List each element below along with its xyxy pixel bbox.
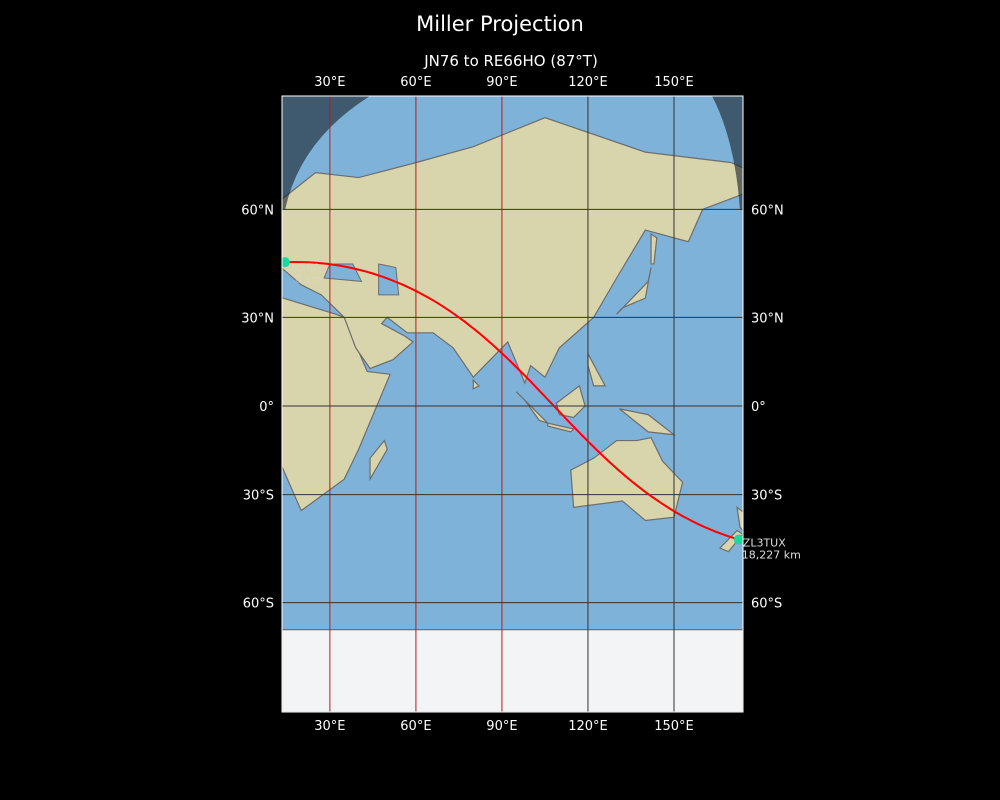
- lat-tick-label: 30°S: [751, 489, 782, 504]
- lat-tick-label: 60°N: [241, 203, 274, 218]
- lon-tick-label: 60°E: [400, 75, 431, 90]
- lat-tick-label: 60°N: [751, 203, 784, 218]
- start-marker[interactable]: [280, 257, 290, 268]
- lon-tick-label: 120°E: [568, 719, 608, 734]
- lat-tick-label: 30°N: [751, 311, 784, 326]
- great-circle-path: [286, 260, 740, 541]
- lon-tick-label: 90°E: [486, 719, 517, 734]
- lat-tick-label: 30°N: [241, 311, 274, 326]
- land-polygon: [650, 232, 658, 265]
- land-polygon: [369, 439, 388, 482]
- land-polygon: [736, 506, 743, 532]
- land-polygon: [472, 378, 481, 390]
- lon-tick-label: 120°E: [568, 75, 608, 90]
- land-polygon: [547, 422, 575, 433]
- start-callsign-label: S56A: [292, 261, 321, 274]
- figure-title: Miller Projection: [416, 12, 584, 36]
- land-polygon: [515, 391, 549, 424]
- lat-tick-label: 60°S: [243, 597, 274, 612]
- land-polygon: [555, 384, 586, 419]
- end-distance-label: 18,227 km: [742, 549, 801, 562]
- lon-tick-label: 30°E: [314, 75, 345, 90]
- end-marker[interactable]: [733, 534, 744, 545]
- map-frame: [281, 95, 744, 713]
- lat-tick-label: 30°S: [243, 489, 274, 504]
- lat-tick-label: 60°S: [751, 597, 782, 612]
- landmasses: [282, 117, 743, 712]
- map-title: JN76 to RE66HO (87°T): [424, 52, 598, 70]
- lon-tick-label: 30°E: [314, 719, 345, 734]
- lat-tick-label: 0°: [751, 400, 766, 415]
- lon-tick-label: 90°E: [486, 75, 517, 90]
- land-polygon: [616, 267, 652, 315]
- end-callsign-label: ZL3TUX: [743, 537, 786, 550]
- land-polygon: [282, 297, 391, 512]
- antarctica: [282, 629, 743, 712]
- graticule: [282, 96, 743, 712]
- start-distance-label: 0 km: [295, 273, 323, 286]
- night-shading: [282, 96, 743, 210]
- lon-tick-label: 150°E: [654, 75, 694, 90]
- land-polygon: [282, 117, 743, 385]
- lon-tick-label: 150°E: [654, 719, 694, 734]
- lat-tick-label: 0°: [259, 400, 274, 415]
- lon-tick-label: 60°E: [400, 719, 431, 734]
